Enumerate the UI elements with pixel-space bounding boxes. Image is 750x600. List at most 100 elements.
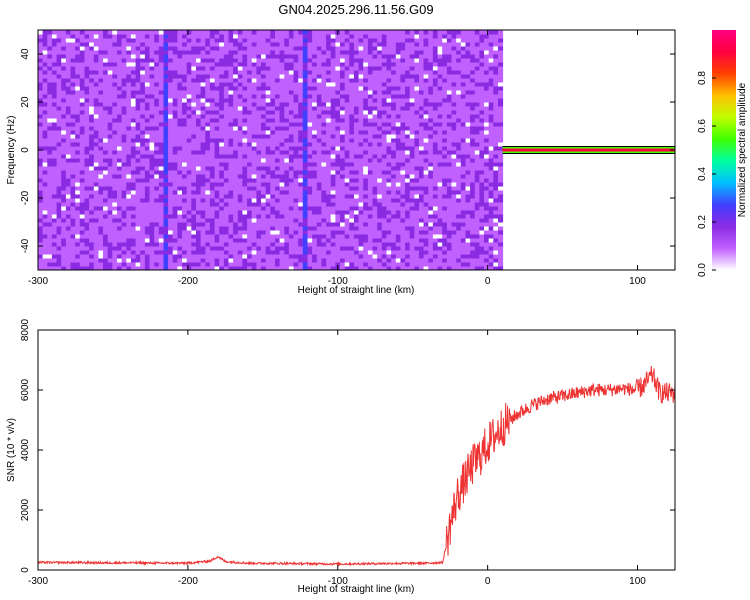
heatmap-cell-2727	[247, 158, 253, 163]
heatmap-cell-3041	[270, 102, 276, 107]
heatmap-cell-3488	[307, 234, 313, 239]
heatmap-cell-3453	[302, 134, 308, 139]
heatmap-cell-729	[93, 230, 99, 235]
heatmap-cell-3632	[316, 138, 322, 143]
heatmap-cell-4689	[400, 230, 406, 235]
heatmap-cell-3026	[270, 162, 276, 167]
heatmap-cell-1955	[186, 126, 192, 131]
heatmap-cell-3790	[330, 226, 336, 231]
heatmap-cell-4064	[349, 90, 355, 95]
heatmap-cell-1882	[182, 178, 188, 183]
heatmap-cell-1289	[135, 150, 141, 155]
heatmap-cell-593	[79, 54, 85, 59]
heatmap-cell-3608	[316, 234, 322, 239]
heatmap-cell-3613	[316, 214, 322, 219]
heatmap-cell-3545	[312, 246, 318, 251]
heatmap-cell-1425	[144, 86, 150, 91]
heatmap-cell-1442	[149, 258, 155, 263]
heatmap-cell-1833	[177, 134, 183, 139]
heatmap-cell-2931	[261, 62, 267, 67]
heatmap-cell-1124	[121, 90, 127, 95]
heatmap-cell-2393	[219, 54, 225, 59]
heatmap-cell-4399	[377, 190, 383, 195]
heatmap-cell-2615	[237, 126, 243, 131]
heatmap-cell-3350	[293, 66, 299, 71]
heatmap-cell-125	[47, 246, 53, 251]
heatmap-cell-2994	[265, 50, 271, 55]
heatmap-cell-4232	[363, 138, 369, 143]
heatmap-cell-657	[84, 38, 90, 43]
heatmap-cell-4402	[377, 178, 383, 183]
heatmap-cell-4279	[367, 190, 373, 195]
heatmap-cell-1043	[117, 174, 123, 179]
heatmap-cell-2283	[214, 254, 220, 259]
heatmap-cell-288	[56, 74, 62, 79]
heatmap-cell-3594	[312, 50, 318, 55]
heatmap-cell-4222	[363, 178, 369, 183]
heatmap-cell-1681	[168, 262, 174, 267]
heatmap-cell-3718	[321, 34, 327, 39]
heatmap-cell-1976	[186, 42, 192, 47]
heatmap-cell-1933	[186, 214, 192, 219]
heatmap-cell-3257	[288, 198, 294, 203]
heatmap-cell-110	[42, 66, 48, 71]
heatmap-cell-4799	[405, 30, 411, 35]
heatmap-cell-4049	[349, 150, 355, 155]
heatmap-cell-1932	[186, 218, 192, 223]
heatmap-cell-3982	[344, 178, 350, 183]
heatmap-cell-2778	[251, 194, 257, 199]
heatmap-cell-1561	[158, 262, 164, 267]
heatmap-cell-4864	[414, 250, 420, 255]
heatmap-cell-1764	[172, 170, 178, 175]
heatmap-cell-2476	[228, 202, 234, 207]
heatmap-cell-1747	[172, 238, 178, 243]
heatmap-cell-2327	[214, 78, 220, 83]
heatmap-cell-1518	[154, 194, 160, 199]
heatmap-cell-907	[107, 238, 113, 243]
heatmap-cell-4391	[377, 222, 383, 227]
heatmap-cell-4821	[409, 182, 415, 187]
heatmap-cell-3805	[330, 166, 336, 171]
heatmap-cell-3314	[293, 210, 299, 215]
heatmap-cell-1472	[149, 138, 155, 143]
heatmap-cell-3909	[340, 230, 346, 235]
heatmap-cell-1690	[168, 226, 174, 231]
heatmap-cell-1952	[186, 138, 192, 143]
heatmap-cell-1141	[126, 262, 132, 267]
heatmap-cell-2022	[191, 98, 197, 103]
heatmap-cell-1650	[163, 146, 169, 151]
heatmap-cell-495	[75, 206, 81, 211]
heatmap-cell-1089	[121, 230, 127, 235]
heatmap-cell-126	[47, 242, 53, 247]
heatmap-cell-1610	[158, 66, 164, 71]
heatmap-cell-1811	[177, 222, 183, 227]
heatmap-cell-2914	[261, 130, 267, 135]
heatmap-cell-1341	[140, 182, 146, 187]
heatmap-cell-353	[61, 54, 67, 59]
heatmap-cell-899	[103, 30, 109, 35]
heatmap-cell-4322	[372, 258, 378, 263]
heatmap-cell-1265	[135, 246, 141, 251]
heatmap-cell-1102	[121, 178, 127, 183]
heatmap-cell-1597	[158, 118, 164, 123]
heatmap-cell-3260	[288, 186, 294, 191]
heatmap-cell-4787	[405, 78, 411, 83]
heatmap-cell-4925	[419, 246, 425, 251]
heatmap-cell-3146	[279, 162, 285, 167]
heatmap-cell-1900	[182, 106, 188, 111]
heatmap-cell-1493	[149, 54, 155, 59]
heatmap-cell-903	[107, 254, 113, 259]
heatmap-cell-2661	[242, 182, 248, 187]
heatmap-cell-3182	[284, 258, 290, 263]
heatmap-cell-2014	[191, 130, 197, 135]
heatmap-cell-432	[70, 218, 76, 223]
heatmap-cell-2658	[242, 194, 248, 199]
heatmap-cell-1623	[163, 254, 169, 259]
heatmap-cell-4044	[349, 170, 355, 175]
heatmap-cell-2275	[209, 46, 215, 51]
heatmap-cell-806	[98, 162, 104, 167]
heatmap-cell-749	[93, 150, 99, 155]
heatmap-cell-1971	[186, 62, 192, 67]
heatmap-cell-1864	[182, 250, 188, 255]
heatmap-cell-4981	[423, 262, 429, 267]
